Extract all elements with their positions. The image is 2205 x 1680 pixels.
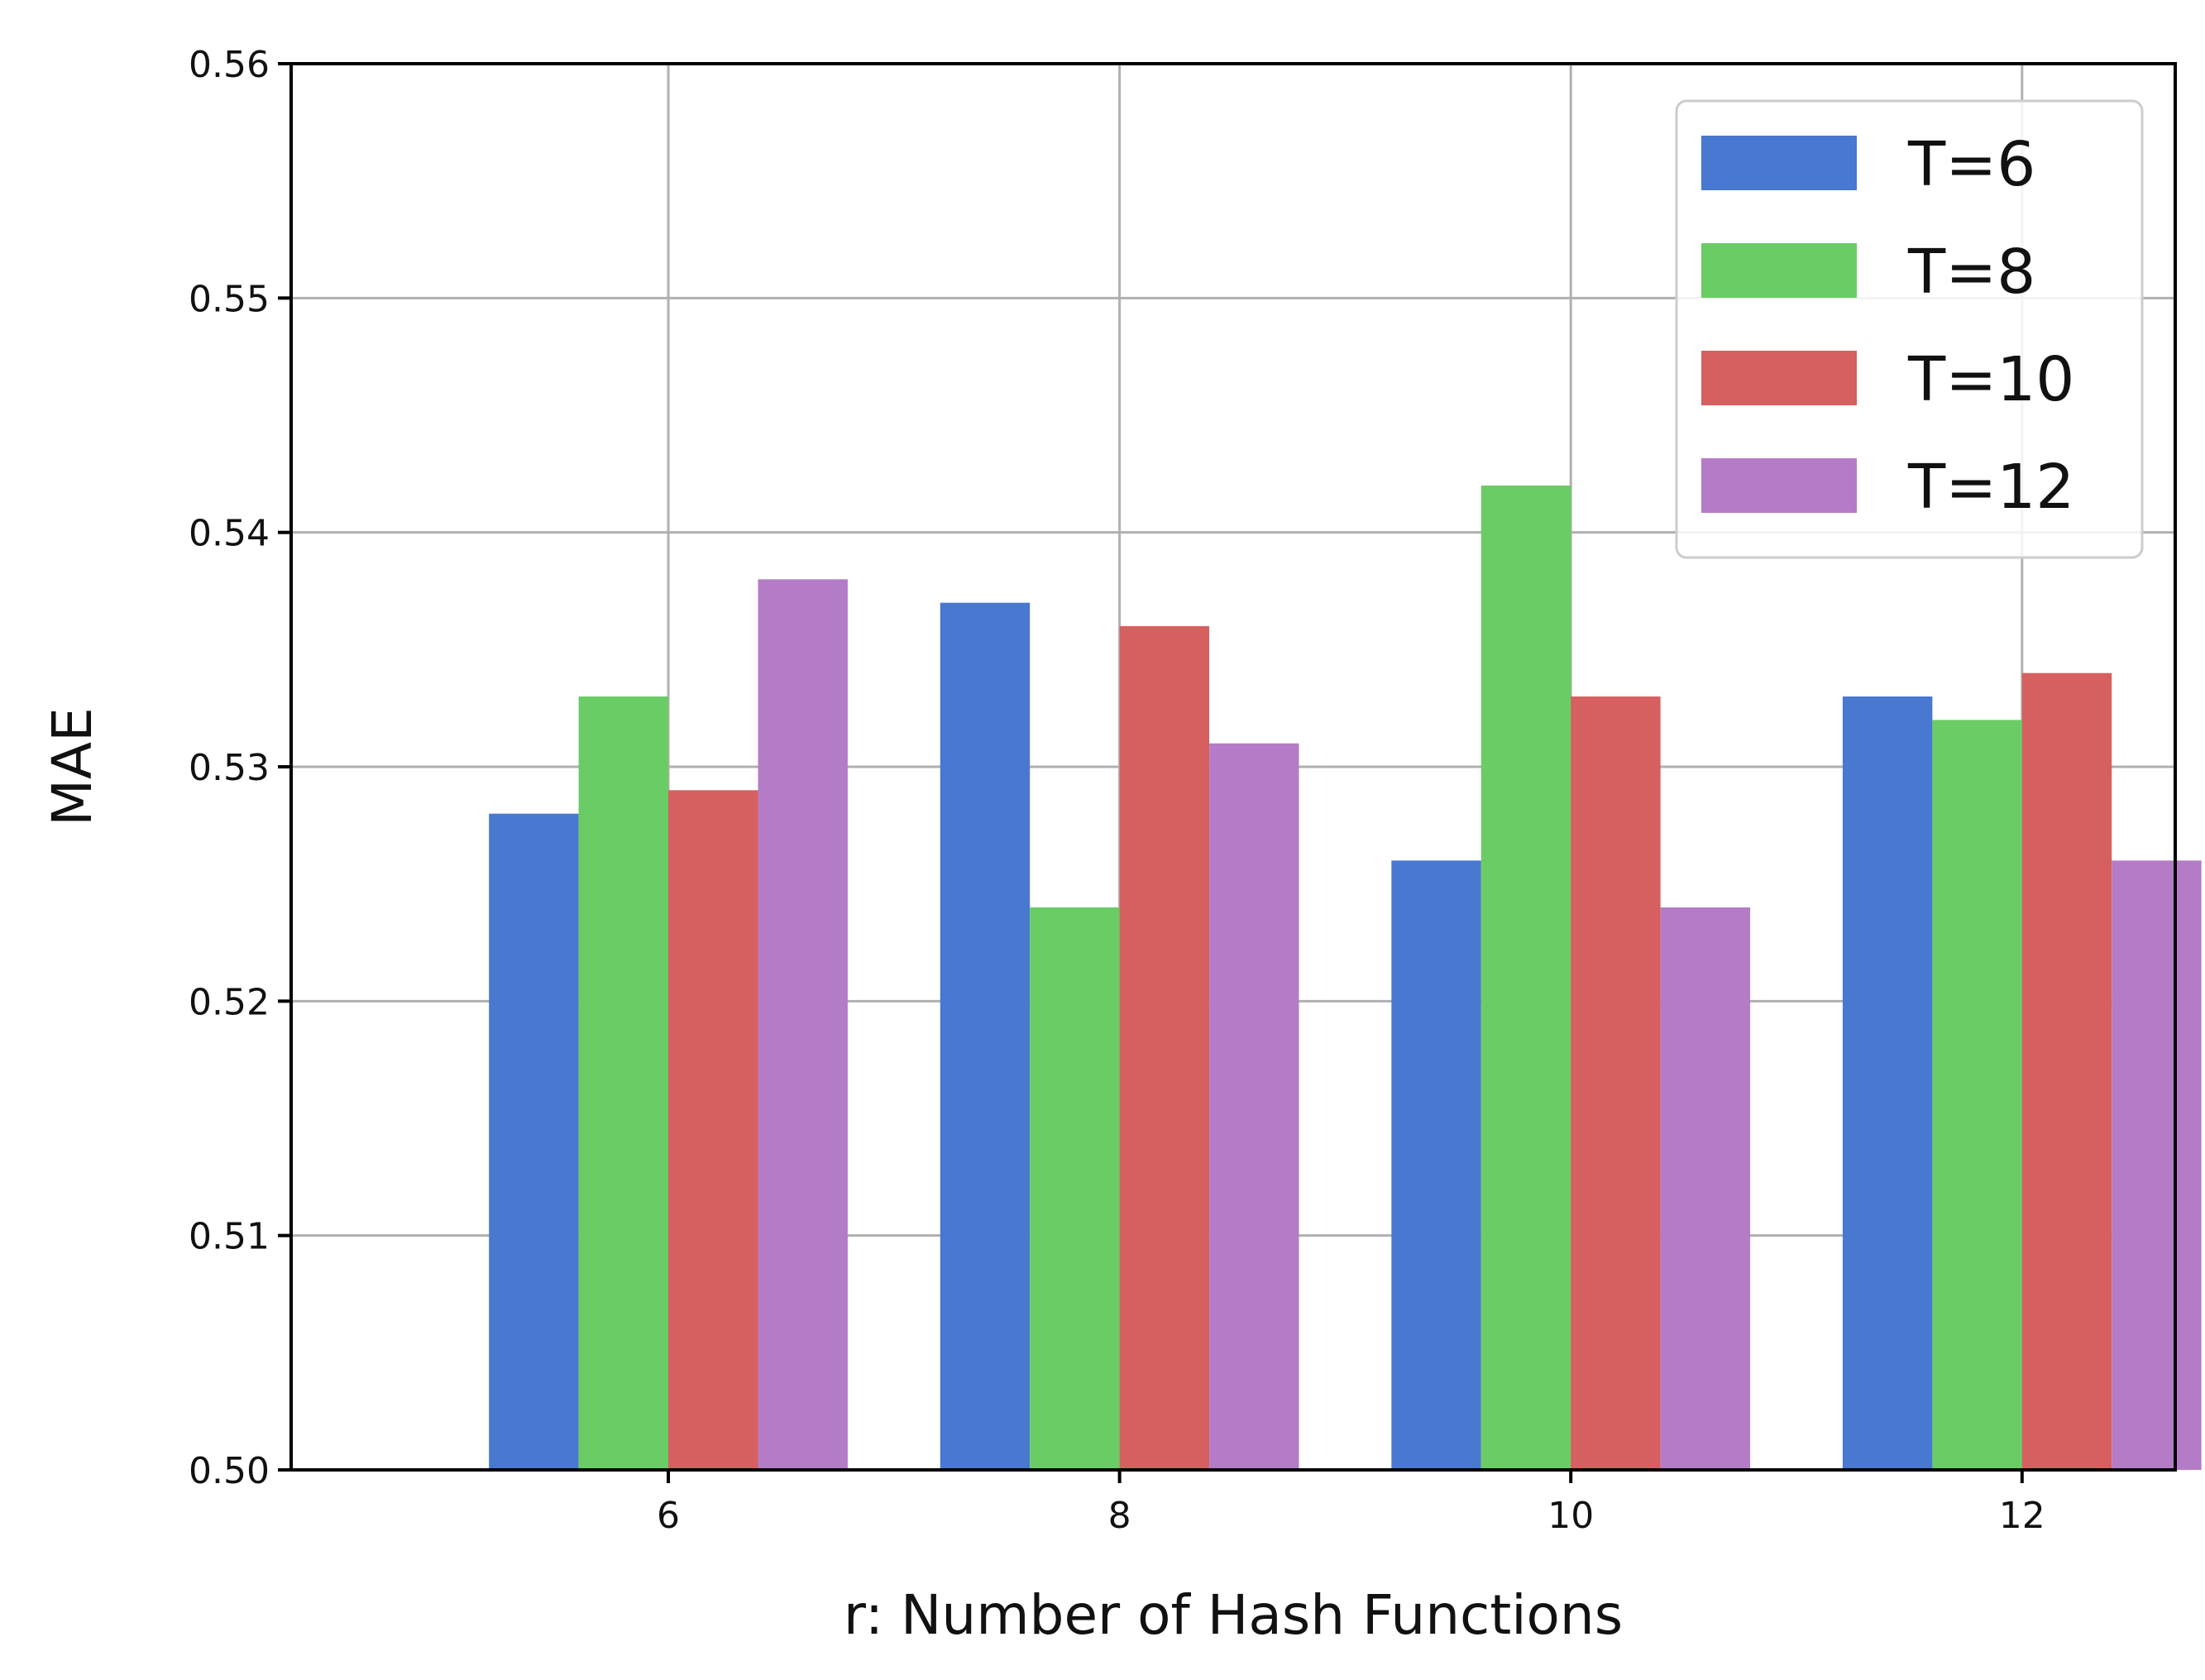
- y-tick-label: 0.54: [189, 513, 270, 555]
- x-tick-label: 10: [1547, 1495, 1594, 1537]
- bar: [1480, 486, 1571, 1470]
- y-axis-label: MAE: [41, 707, 104, 826]
- bar: [1391, 860, 1481, 1470]
- legend-swatch: [1701, 136, 1857, 190]
- bar: [1119, 626, 1210, 1470]
- bar: [758, 579, 848, 1471]
- legend-label: T=8: [1907, 237, 2035, 308]
- bar: [2021, 672, 2112, 1470]
- legend-swatch: [1701, 458, 1857, 513]
- y-tick-label: 0.55: [189, 278, 270, 320]
- x-axis-label: r: Number of Hash Functions: [844, 1583, 1623, 1647]
- x-axis-ticks: 6 8 10 12: [657, 1470, 2045, 1537]
- y-tick-label: 0.53: [189, 747, 270, 789]
- bar: [1660, 907, 1751, 1470]
- y-axis-ticks: 0.50 0.51 0.52 0.53 0.54 0.55 0.56: [189, 44, 291, 1492]
- x-tick-label: 6: [657, 1495, 680, 1537]
- legend-label: T=12: [1907, 452, 2074, 523]
- bar: [668, 790, 758, 1470]
- y-tick-label: 0.56: [189, 44, 270, 86]
- legend-box: [1675, 99, 2144, 559]
- bar: [489, 813, 579, 1470]
- bar: [2112, 860, 2202, 1470]
- y-tick-label: 0.51: [189, 1216, 270, 1258]
- y-tick-label: 0.50: [189, 1450, 270, 1492]
- legend-swatch: [1701, 351, 1857, 405]
- legend-label: T=6: [1907, 129, 2035, 200]
- bar: [578, 696, 669, 1470]
- legend: T=6 T=8 T=10 T=12: [1675, 99, 2144, 559]
- bar: [940, 602, 1031, 1470]
- bar: [1571, 696, 1661, 1470]
- bar: [1932, 720, 2022, 1470]
- bar: [1030, 907, 1120, 1470]
- x-tick-label: 12: [1999, 1495, 2045, 1537]
- bar: [1209, 743, 1299, 1470]
- y-tick-label: 0.52: [189, 981, 270, 1023]
- x-tick-label: 8: [1108, 1495, 1131, 1537]
- bars: [489, 486, 2202, 1471]
- legend-label: T=10: [1907, 344, 2074, 415]
- legend-swatch: [1701, 243, 1857, 298]
- bar: [1842, 696, 1933, 1470]
